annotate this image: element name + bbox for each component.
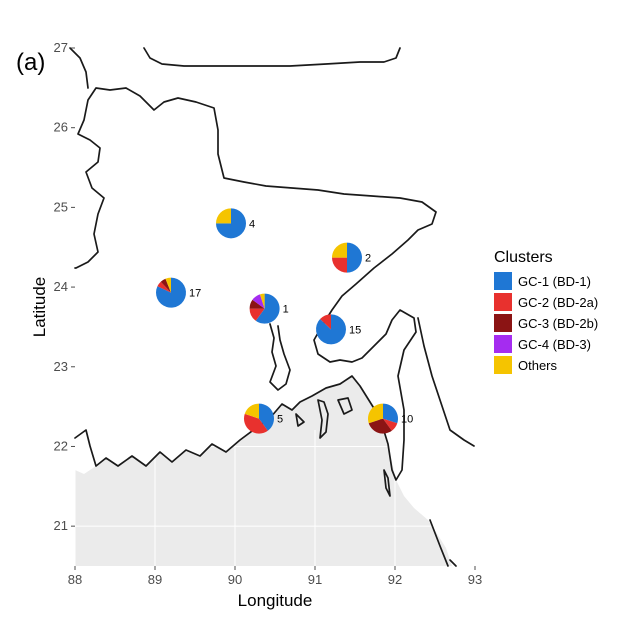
pie-slice bbox=[259, 293, 265, 309]
x-tick-label: 89 bbox=[148, 572, 162, 587]
site-count-label: 17 bbox=[189, 288, 201, 300]
y-tick-label: 21 bbox=[54, 518, 68, 533]
pie-slice bbox=[368, 418, 392, 434]
pie-slice bbox=[383, 403, 398, 424]
y-tick-label: 26 bbox=[54, 120, 68, 135]
pie-slice bbox=[320, 314, 331, 330]
pie-slice bbox=[332, 242, 347, 258]
island-sandwip bbox=[337, 397, 353, 415]
y-tick-label: 23 bbox=[54, 359, 68, 374]
pie-slice bbox=[255, 293, 280, 324]
southeast-coast bbox=[383, 469, 391, 497]
pie-slice bbox=[244, 413, 268, 434]
x-tick-label: 93 bbox=[468, 572, 482, 587]
grid bbox=[74, 430, 476, 566]
pie-slice bbox=[249, 299, 265, 309]
x-tick-label: 92 bbox=[388, 572, 402, 587]
myanmar-border bbox=[417, 317, 475, 447]
island-bhola bbox=[317, 399, 329, 439]
pie-slice bbox=[347, 242, 362, 273]
legend-item-label: Others bbox=[518, 358, 558, 373]
site-count-label: 1 bbox=[283, 304, 289, 316]
island-small bbox=[295, 413, 305, 427]
site-count-label: 10 bbox=[401, 414, 413, 426]
northern-border bbox=[143, 47, 401, 67]
south-border bbox=[429, 519, 457, 567]
legend-swatch bbox=[494, 293, 512, 311]
site-count-label: 15 bbox=[349, 324, 361, 336]
legend-swatch bbox=[494, 356, 512, 374]
legend-swatch bbox=[494, 314, 512, 332]
pie-slice bbox=[216, 208, 247, 239]
site-pie: 2 bbox=[332, 242, 371, 273]
y-axis-title: Latitude bbox=[30, 277, 49, 338]
y-axis: 21 22 23 24 25 26 27 bbox=[54, 40, 75, 533]
site-pie: 10 bbox=[368, 403, 413, 434]
legend-item-label: GC-3 (BD-2b) bbox=[518, 316, 598, 331]
site-pies: 4 2 17 1 15 5 10 bbox=[156, 208, 413, 434]
site-pie: 17 bbox=[156, 277, 201, 308]
pie-slice bbox=[165, 277, 171, 293]
y-tick-label: 22 bbox=[54, 438, 68, 453]
site-pie: 4 bbox=[216, 208, 255, 239]
panel-label: (a) bbox=[16, 49, 45, 76]
sea-area bbox=[75, 376, 452, 566]
pie-slice bbox=[252, 294, 265, 309]
pie-slice bbox=[249, 308, 265, 321]
pie-slice bbox=[157, 281, 171, 293]
x-tick-label: 91 bbox=[308, 572, 322, 587]
x-axis: 88 89 90 91 92 93 bbox=[68, 566, 482, 587]
legend-item-label: GC-4 (BD-3) bbox=[518, 337, 591, 352]
site-count-label: 5 bbox=[277, 414, 283, 426]
pie-slice bbox=[368, 403, 383, 424]
x-tick-label: 90 bbox=[228, 572, 242, 587]
legend-swatch bbox=[494, 272, 512, 290]
pie-slice bbox=[160, 278, 171, 293]
legend-item-label: GC-2 (BD-2a) bbox=[518, 295, 598, 310]
site-pie: 5 bbox=[244, 403, 283, 434]
site-pie: 1 bbox=[249, 293, 289, 324]
meghna-estuary bbox=[269, 323, 291, 391]
x-axis-title: Longitude bbox=[238, 591, 313, 610]
pie-slice bbox=[259, 403, 275, 431]
legend-title: Clusters bbox=[494, 249, 553, 266]
legend-item-label: GC-1 (BD-1) bbox=[518, 274, 591, 289]
y-tick-label: 24 bbox=[54, 279, 68, 294]
pie-slice bbox=[244, 403, 259, 419]
y-tick-label: 27 bbox=[54, 40, 68, 55]
site-count-label: 4 bbox=[249, 218, 255, 230]
legend: Clusters GC-1 (BD-1) GC-2 (BD-2a) GC-3 (BD… bbox=[494, 249, 598, 374]
pie-slice bbox=[383, 418, 398, 431]
pie-slice bbox=[332, 257, 347, 273]
pie-slice bbox=[216, 208, 231, 224]
x-tick-label: 88 bbox=[68, 572, 82, 587]
western-border bbox=[69, 47, 89, 89]
site-pie: 15 bbox=[316, 314, 361, 345]
y-tick-label: 25 bbox=[54, 199, 68, 214]
legend-swatch bbox=[494, 335, 512, 353]
site-count-label: 2 bbox=[365, 253, 371, 265]
